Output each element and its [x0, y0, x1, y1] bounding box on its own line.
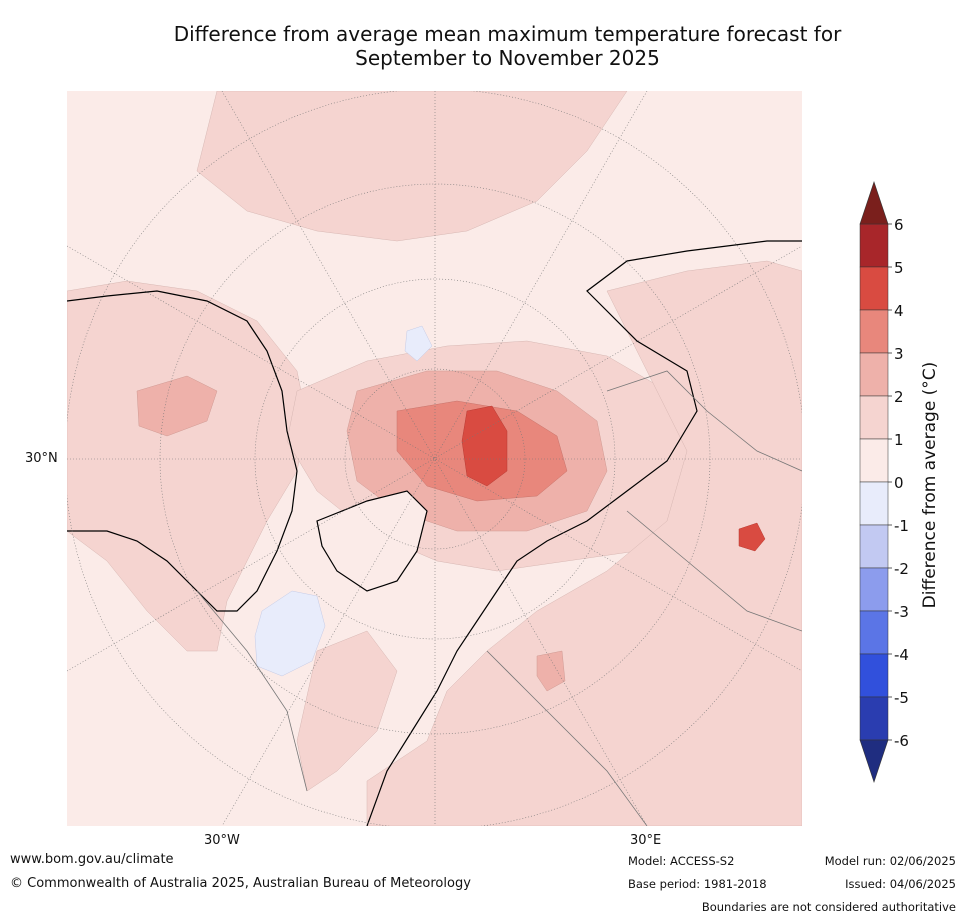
colorbar-bin [859, 610, 889, 655]
colorbar-tick-label: -1 [894, 517, 909, 535]
lon-label-30e: 30°E [630, 833, 662, 848]
anomaly-1to2-eurasia [366, 260, 802, 826]
anomaly-1to2-americas [67, 280, 308, 652]
anomaly-1to2-atlantic [296, 630, 398, 792]
footer-base-period: Base period: 1981-2018 [628, 877, 767, 891]
anomaly-4to5-siberia [738, 522, 766, 552]
colorbar-tick-label: 4 [894, 302, 904, 320]
greenland-outline [316, 490, 428, 592]
colorbar-bin [859, 481, 889, 526]
colorbar-tick-label: -6 [894, 732, 909, 750]
colorbar-bin [859, 309, 889, 354]
anomaly-neg1to0-arctic [404, 325, 433, 362]
country-borders [196, 370, 802, 826]
anomaly-1to2-north-pacific [196, 91, 628, 242]
anomaly-4to5-barents [461, 405, 508, 487]
colorbar-tick-label: -4 [894, 646, 909, 664]
chart-title: Difference from average mean maximum tem… [60, 22, 955, 70]
colorbar-tick-label: 6 [894, 216, 904, 234]
footer-url[interactable]: www.bom.gov.au/climate [10, 852, 174, 867]
colorbar-over-arrow [859, 181, 889, 225]
colorbar-title: Difference from average (°C) [920, 361, 940, 609]
colorbar-bin [859, 696, 889, 741]
north-america-coast [67, 290, 298, 612]
colorbar-bin [859, 223, 889, 268]
colorbar-tick-label: 1 [894, 431, 904, 449]
colorbar-tick-label: 5 [894, 259, 904, 277]
lon-label-30w: 30°W [204, 833, 240, 848]
colorbar-bin [859, 524, 889, 569]
colorbar-bin [859, 567, 889, 612]
colorbar-bin [859, 266, 889, 311]
colorbar-ticks: 6 5 4 3 2 1 0 -1 -2 -3 -4 -5 -6 [888, 216, 909, 750]
colorbar-under-arrow [859, 739, 889, 783]
colorbar-bin [859, 653, 889, 698]
colorbar: 6 5 4 3 2 1 0 -1 -2 -3 -4 -5 -6 [859, 181, 909, 783]
anomaly-2to3-balkans [536, 650, 566, 692]
footer-disclaimer: Boundaries are not considered authoritat… [701, 900, 956, 914]
footer-copyright: © Commonwealth of Australia 2025, Austra… [10, 876, 471, 891]
colorbar-tick-label: -2 [894, 560, 909, 578]
graticule [67, 91, 802, 826]
lat-label-30n: 30°N [25, 451, 58, 466]
colorbar-tick-label: 3 [894, 345, 904, 363]
anomaly-neg1to0-north-atlantic [254, 590, 326, 677]
colorbar-tick-label: 0 [894, 474, 904, 492]
colorbar-tick-label: -5 [894, 689, 909, 707]
eurasia-coast [366, 240, 802, 826]
colorbar-bins [859, 223, 889, 741]
footer-model: Model: ACCESS-S2 [628, 854, 735, 868]
colorbar-bin [859, 395, 889, 440]
title-line-2: September to November 2025 [355, 46, 660, 70]
footer-issued: Issued: 04/06/2025 [845, 877, 956, 891]
title-line-1: Difference from average mean maximum tem… [173, 22, 842, 46]
forecast-map [67, 91, 802, 826]
footer-model-run: Model run: 02/06/2025 [824, 854, 956, 868]
colorbar-bin [859, 438, 889, 483]
colorbar-bin [859, 352, 889, 397]
map-svg [67, 91, 802, 826]
colorbar-tick-label: 2 [894, 388, 904, 406]
colorbar-tick-label: -3 [894, 603, 909, 621]
anomaly-2to3-canada [136, 375, 218, 437]
